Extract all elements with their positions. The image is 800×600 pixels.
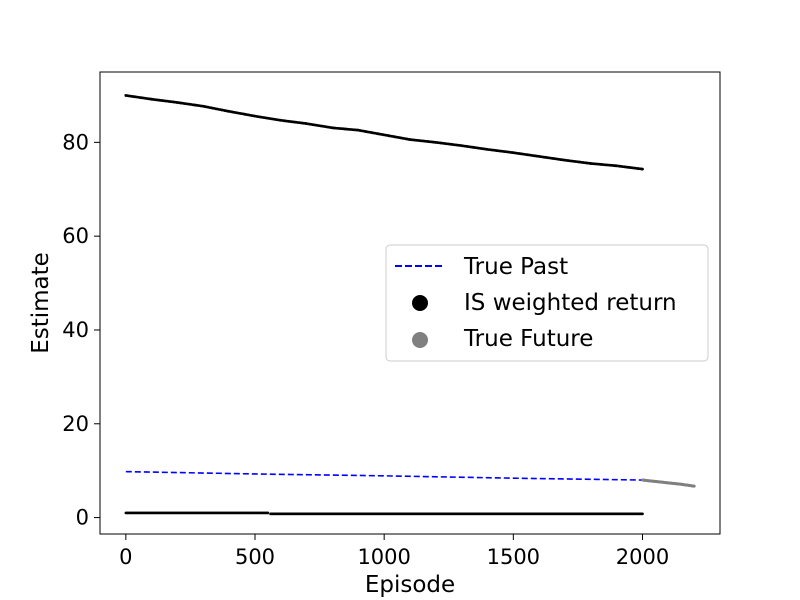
- is-weighted-return-segment-0-point-340: [641, 167, 644, 171]
- y-tick-label-60: 60: [62, 224, 89, 248]
- x-tick-label-0: 0: [119, 545, 132, 569]
- is-weighted-return-segment-2: [269, 512, 644, 516]
- legend: True Past IS weighted return True Future: [385, 244, 709, 362]
- true-future-points-point-68: [692, 484, 696, 488]
- is-weighted-return-segment-2-point-480: [641, 512, 644, 516]
- plot-marks: [124, 94, 696, 516]
- y-axis-label: Estimate: [28, 252, 54, 354]
- legend-label-true-past: True Past: [463, 254, 568, 280]
- y-tick-label-80: 80: [62, 130, 89, 154]
- plot-frame: [99, 71, 721, 535]
- x-tick-label-1500: 1500: [487, 545, 540, 569]
- y-tick-label-20: 20: [62, 412, 89, 436]
- is-weighted-return-segment-1: [124, 511, 270, 515]
- y-tick-label-0: 0: [76, 506, 89, 530]
- legend-marker-is-weighted-return: [412, 295, 428, 311]
- x-axis-label: Episode: [365, 572, 455, 598]
- true-past-line: [125, 470, 643, 481]
- y-tick-label-40: 40: [62, 318, 89, 342]
- true-future-points: [641, 478, 696, 488]
- is-weighted-return-segment-1-point-184: [266, 511, 270, 515]
- legend-marker-true-future: [412, 332, 428, 348]
- x-tick-label-1000: 1000: [357, 545, 410, 569]
- legend-label-true-future: True Future: [463, 326, 593, 352]
- x-tick-label-2000: 2000: [616, 545, 669, 569]
- y-axis: 0 20 40 60 80: [62, 130, 100, 530]
- legend-label-is-weighted-return: IS weighted return: [464, 290, 677, 316]
- x-tick-label-500: 500: [235, 545, 275, 569]
- x-axis: 0 500 1000 1500 2000: [119, 534, 669, 569]
- is-weighted-return-segment-0: [124, 94, 644, 171]
- legend-box: [385, 244, 709, 362]
